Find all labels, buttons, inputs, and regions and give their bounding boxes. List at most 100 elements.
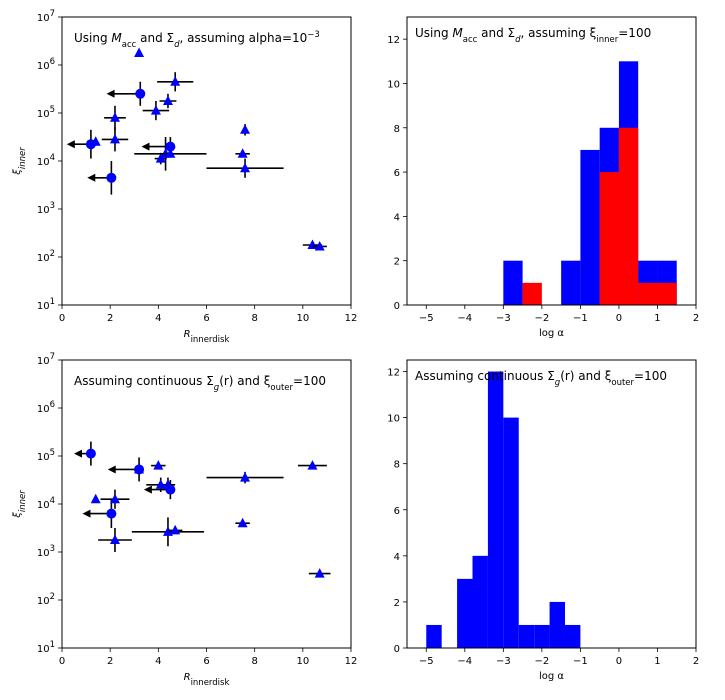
y-tick-exponent: 5 bbox=[50, 105, 55, 115]
y-tick-exponent: 5 bbox=[50, 448, 55, 458]
triangle-marker bbox=[150, 105, 161, 115]
y-tick-label: 2 bbox=[394, 598, 400, 609]
data-point bbox=[235, 148, 250, 158]
triangle-marker bbox=[155, 153, 166, 163]
plot-frame-top bbox=[406, 16, 697, 306]
y-tick-label: 105 bbox=[37, 448, 55, 463]
y-tick-label: 103 bbox=[37, 201, 55, 216]
annotation-part: M bbox=[452, 26, 463, 40]
annotation-part: =100 bbox=[618, 26, 651, 40]
histogram-bar-all bbox=[503, 417, 519, 648]
histogram-bar-all bbox=[561, 260, 581, 305]
upper-limit-arrow-head bbox=[82, 509, 91, 518]
x-tick-label: −3 bbox=[496, 313, 511, 324]
histogram-bar-subset bbox=[522, 282, 542, 305]
panel-annotation: Using Macc and Σd, assuming alpha=10−3 bbox=[74, 30, 320, 50]
y-tick-exponent: 2 bbox=[50, 592, 55, 602]
annotation-part: Using bbox=[415, 26, 452, 40]
annotation-part: M bbox=[111, 31, 122, 45]
y-tick-label: 12 bbox=[387, 368, 400, 379]
triangle-marker bbox=[109, 112, 120, 122]
y-tick-base: 10 bbox=[37, 596, 50, 607]
circle-marker bbox=[165, 484, 176, 495]
upper-limit-arrow-head bbox=[106, 89, 115, 98]
panel-annotation: Assuming continuous Σg(r) and ξouter=100 bbox=[415, 369, 667, 388]
triangle-marker bbox=[240, 124, 251, 134]
x-tick-label: 1 bbox=[654, 313, 660, 324]
y-tick-base: 10 bbox=[37, 205, 50, 216]
triangle-marker bbox=[165, 148, 176, 158]
annotation-part: acc bbox=[122, 40, 137, 50]
y-tick-label: 101 bbox=[37, 297, 55, 312]
x-tick-label: 6 bbox=[203, 656, 209, 667]
histogram-bar-subset bbox=[618, 127, 639, 306]
data-point bbox=[143, 480, 176, 500]
x-label-sub: innerdisk bbox=[191, 678, 230, 688]
y-tick-label: 4 bbox=[394, 552, 400, 563]
x-tick-label: 4 bbox=[155, 313, 161, 324]
y-tick-exponent: 6 bbox=[50, 400, 55, 410]
y-axis-label: ξinner bbox=[12, 490, 28, 519]
circle-marker bbox=[106, 172, 117, 183]
x-axis-label: log α bbox=[539, 328, 564, 339]
annotation-part: inner bbox=[596, 35, 618, 45]
data-point bbox=[159, 93, 177, 109]
y-tick-base: 10 bbox=[37, 356, 50, 367]
histogram-bar-all bbox=[518, 624, 535, 648]
circle-marker bbox=[165, 141, 176, 152]
annotation-part: and Σ bbox=[136, 31, 174, 45]
triangle-marker bbox=[237, 517, 248, 528]
annotation-part: d bbox=[174, 40, 180, 50]
histogram-bar-all bbox=[503, 260, 523, 305]
circle-marker bbox=[85, 448, 96, 459]
triangle-marker bbox=[314, 240, 325, 251]
upper-limit-arrow-head bbox=[87, 173, 96, 182]
y-tick-label: 8 bbox=[394, 460, 400, 471]
y-tick-exponent: 3 bbox=[50, 201, 55, 211]
triangle-marker bbox=[240, 472, 251, 482]
upper-limit-arrow-head bbox=[74, 449, 83, 458]
x-tick-label: 8 bbox=[251, 656, 257, 667]
upper-limit-arrow-head bbox=[141, 142, 150, 151]
data-point bbox=[134, 47, 145, 57]
triangle-marker bbox=[153, 460, 164, 470]
plot-frame bbox=[61, 359, 352, 649]
x-tick-label: −4 bbox=[457, 656, 472, 667]
y-tick-exponent: 2 bbox=[50, 249, 55, 259]
histogram-bar-all bbox=[534, 624, 550, 648]
y-tick-base: 10 bbox=[37, 61, 50, 72]
data-point bbox=[167, 524, 183, 535]
data-point bbox=[134, 148, 207, 158]
y-tick-label: 104 bbox=[37, 496, 55, 511]
y-tick-label: 12 bbox=[387, 35, 400, 46]
x-axis-label: Rinnerdisk bbox=[184, 329, 230, 345]
data-point bbox=[100, 489, 130, 509]
y-tick-base: 10 bbox=[37, 644, 50, 655]
y-tick-base: 10 bbox=[37, 109, 50, 120]
panel-3: 0 2 4 6 8 10 12101102103104105106107Rinnerdisk… bbox=[12, 352, 357, 688]
annotation-part: =100 bbox=[293, 374, 326, 388]
y-tick-label: 105 bbox=[37, 105, 55, 120]
histogram-bar-all bbox=[457, 578, 473, 648]
annotation-part: d bbox=[515, 35, 521, 45]
annotation-part: =100 bbox=[634, 369, 667, 383]
x-tick-label: 8 bbox=[251, 313, 257, 324]
data-point bbox=[98, 528, 132, 552]
data-point bbox=[82, 499, 117, 528]
x-tick-label: 1 bbox=[654, 656, 660, 667]
y-label-main: ξ bbox=[12, 512, 23, 519]
data-point bbox=[104, 105, 126, 130]
y-tick-exponent: 7 bbox=[50, 9, 55, 19]
triangle-marker bbox=[307, 460, 318, 470]
y-tick-base: 10 bbox=[37, 157, 50, 168]
x-tick-label: −1 bbox=[573, 313, 588, 324]
annotation-part: g bbox=[555, 378, 561, 388]
panel-annotation: Using Macc and Σd, assuming ξinner=100 bbox=[415, 26, 651, 45]
annotation-part: Assuming continuous Σ bbox=[415, 369, 555, 383]
y-tick-base: 10 bbox=[37, 253, 50, 264]
annotation-part: (r) and ξ bbox=[219, 374, 270, 388]
histogram-bar-subset bbox=[638, 282, 658, 305]
annotation-part: , assuming ξ bbox=[521, 26, 597, 40]
y-tick-label: 10 bbox=[387, 79, 400, 90]
